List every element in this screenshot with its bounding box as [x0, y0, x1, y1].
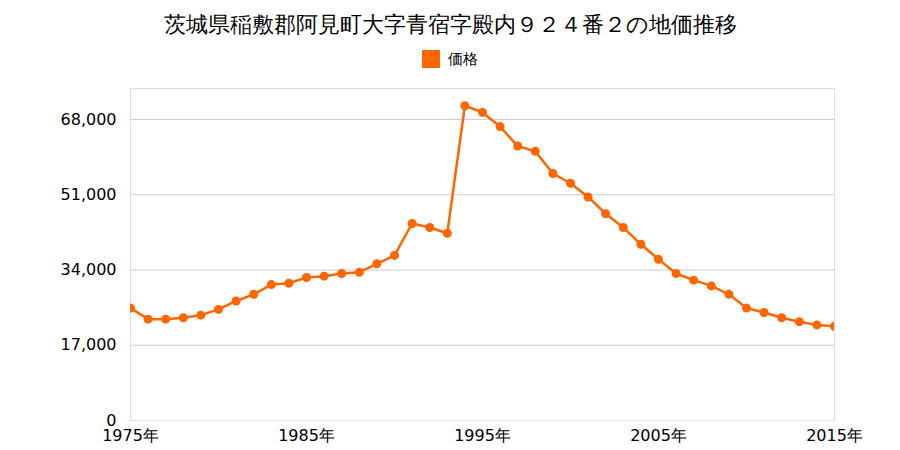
svg-text:1985年: 1985年	[278, 426, 335, 445]
html-text:価格: 価格	[448, 49, 478, 68]
svg-text:2005年: 2005年	[630, 426, 687, 445]
svg-text:1975年: 1975年	[102, 426, 159, 445]
svg-text:68,000: 68,000	[61, 110, 117, 129]
html-text:茨城県稲敷郡阿見町大字青宿字殿内９２４番２の地価推移: 茨城県稲敷郡阿見町大字青宿字殿内９２４番２の地価推移	[163, 12, 737, 37]
svg-text:17,000: 17,000	[61, 335, 117, 354]
svg-text:51,000: 51,000	[61, 185, 117, 204]
svg-text:0: 0	[106, 410, 117, 430]
svg-text:2015年: 2015年	[806, 426, 863, 445]
svg-text:1995年: 1995年	[454, 426, 511, 445]
svg-text:34,000: 34,000	[61, 260, 117, 279]
